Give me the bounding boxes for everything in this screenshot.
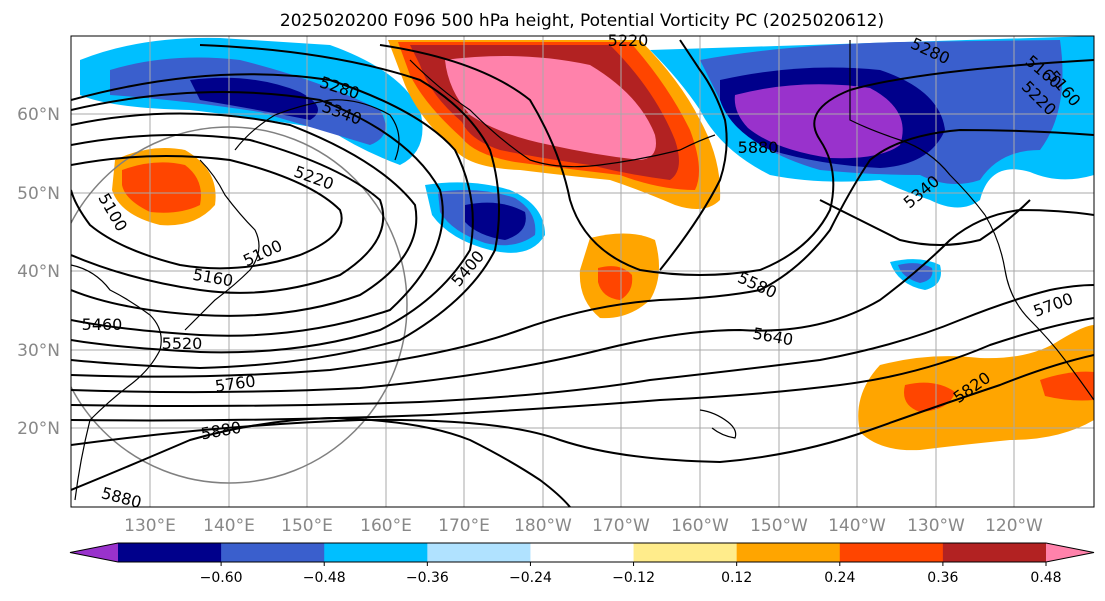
colorbar-tick-label: −0.48	[303, 570, 346, 586]
colorbar-segment	[118, 543, 222, 562]
lon-label: 180°W	[514, 516, 572, 536]
map-frame	[70, 35, 1095, 508]
colorbar-tick-label: 0.36	[927, 570, 958, 586]
lon-label: 130°W	[907, 516, 965, 536]
longitude-axis: 130°E 140°E 150°E 160°E 170°E 180°W 170°…	[124, 516, 1043, 536]
contour-5400	[71, 44, 500, 370]
colorbar-tick-label: −0.12	[612, 570, 655, 586]
map-title: 2025020200 F096 500 hPa height, Potentia…	[280, 11, 884, 31]
colorbar-segment	[530, 543, 635, 562]
contour-5280	[71, 91, 444, 337]
lon-label: 150°E	[281, 516, 333, 536]
colorbar-segment	[221, 543, 325, 562]
colorbar-tick-label: −0.36	[406, 570, 449, 586]
contour-ne-loop	[819, 199, 1031, 246]
colorbar-extend-high	[1046, 543, 1094, 562]
coast-aleutians	[409, 59, 716, 168]
colorbar-segment	[633, 543, 738, 562]
contour-label: 5520	[162, 334, 203, 353]
lat-label: 60°N	[17, 105, 60, 125]
pv-shading	[80, 36, 1094, 451]
contour-5160	[71, 134, 385, 294]
height-contours	[71, 39, 1094, 507]
colorbar-tick-label: 0.48	[1030, 570, 1061, 586]
pv-strong-positive-west	[122, 162, 201, 213]
contour-trough-central	[659, 39, 728, 271]
region-circle	[71, 126, 408, 484]
colorbar-tick-label: 0.12	[721, 570, 752, 586]
colorbar-segment	[324, 543, 428, 562]
colorbar-extend-low	[70, 543, 118, 562]
coast-kamchatka	[234, 99, 400, 161]
colorbar-tick-label: −0.60	[200, 570, 243, 586]
pv-strong-negative-nw	[190, 77, 318, 120]
contour-5220	[71, 112, 418, 317]
colorbar-outline	[69, 542, 1095, 563]
contour-5880	[71, 416, 571, 507]
lon-label: 160°E	[360, 516, 412, 536]
contour-label: 5880	[738, 138, 779, 157]
colorbar-segment	[427, 543, 531, 562]
colorbar-segment	[736, 543, 841, 562]
pv-strong-positive-central	[598, 266, 633, 300]
colorbar-segment	[839, 543, 944, 562]
colorbar-segment	[942, 543, 1047, 562]
contour-5700	[71, 284, 1094, 407]
lon-label: 140°E	[203, 516, 255, 536]
pv-strong-negative-central	[465, 202, 526, 240]
contour-label: 5220	[608, 31, 649, 50]
lat-label: 30°N	[17, 341, 60, 361]
contour-5100	[71, 155, 343, 270]
latitude-axis: 60°N 50°N 40°N 30°N 20°N	[17, 105, 60, 439]
coast-alaska	[849, 40, 986, 216]
lon-label: 160°W	[671, 516, 729, 536]
coast-north-america	[984, 214, 1094, 401]
pv-strong-positive-se-edge	[1040, 371, 1094, 401]
lon-label: 170°E	[438, 516, 490, 536]
lon-label: 120°W	[985, 516, 1043, 536]
lon-label: 150°W	[750, 516, 808, 536]
lat-label: 20°N	[17, 419, 60, 439]
lon-label: 130°E	[124, 516, 176, 536]
pv-very-negative-ne	[734, 84, 903, 159]
lat-label: 50°N	[17, 184, 60, 204]
coast-hawaii	[699, 409, 737, 439]
lat-label: 40°N	[17, 262, 60, 282]
colorbar-tick-label: 0.24	[824, 570, 855, 586]
contour-5640	[71, 208, 1094, 394]
contour-5820	[71, 354, 1094, 464]
lon-label: 140°W	[828, 516, 886, 536]
contour-5520	[71, 128, 1094, 378]
contour-5340	[71, 73, 474, 354]
pv-max-positive-north	[445, 56, 656, 160]
contour-label: 5460	[82, 315, 123, 334]
colorbar: −0.60 −0.48 −0.36 −0.24 −0.12 0.12 0.24 0.36 0.4…	[69, 542, 1095, 586]
pv-positive-area-se	[858, 325, 1094, 451]
coast-japan	[184, 159, 260, 331]
contour-5460	[379, 44, 1094, 276]
colorbar-tick-label: −0.24	[509, 570, 552, 586]
lon-label: 170°W	[592, 516, 650, 536]
map-area: 5220 5280 5280 5340 5220 5160 5100 5100 …	[70, 31, 1095, 512]
